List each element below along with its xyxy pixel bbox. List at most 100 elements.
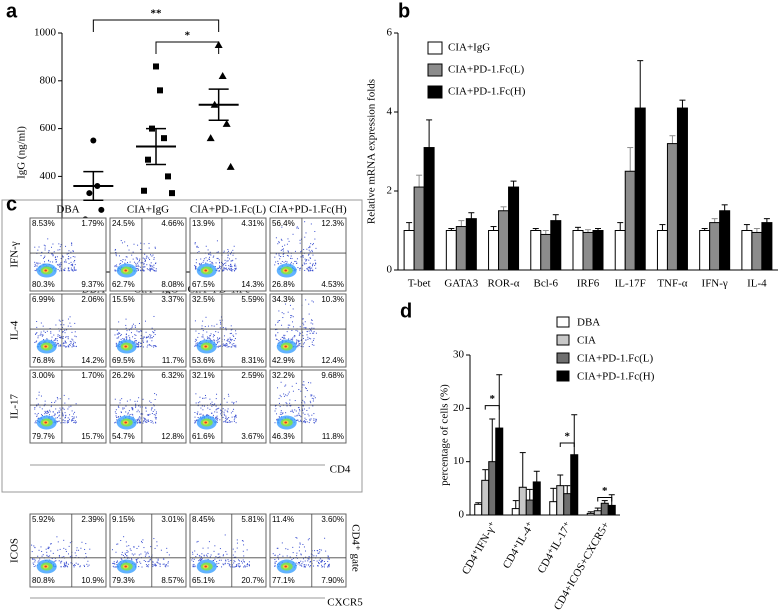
event-dot <box>196 412 198 414</box>
event-dot <box>87 565 89 567</box>
event-dot <box>277 260 279 262</box>
event-dot <box>219 262 221 264</box>
event-dot <box>116 560 118 562</box>
event-dot <box>41 334 43 336</box>
event-dot <box>299 326 301 328</box>
quadrant-label: 15.5% <box>112 295 135 304</box>
event-dot <box>146 565 148 567</box>
event-dot <box>304 263 306 265</box>
event-dot <box>147 269 149 271</box>
event-dot <box>208 541 210 543</box>
event-dot <box>124 552 126 554</box>
event-dot <box>149 270 151 272</box>
quadrant-label: 67.5% <box>192 280 215 289</box>
bar <box>413 186 425 271</box>
event-dot <box>297 341 299 343</box>
event-dot <box>72 345 74 347</box>
event-dot <box>60 409 62 411</box>
event-dot <box>289 556 291 558</box>
event-dot <box>214 403 216 405</box>
bar <box>488 461 497 516</box>
event-dot <box>125 333 127 335</box>
event-dot <box>62 413 64 415</box>
event-dot <box>68 418 70 420</box>
event-dot <box>121 261 123 263</box>
event-dot <box>302 331 304 333</box>
event-dot <box>280 338 282 340</box>
event-dot <box>230 253 232 255</box>
event-dot <box>294 409 296 411</box>
event-dot <box>152 331 154 333</box>
event-dot <box>194 550 196 552</box>
event-dot <box>139 406 141 408</box>
event-dot <box>42 325 44 327</box>
event-dot <box>211 405 213 407</box>
event-dot <box>297 267 299 269</box>
event-dot <box>127 551 129 553</box>
event-dot <box>155 414 157 416</box>
event-dot <box>142 422 144 424</box>
event-dot <box>64 269 66 271</box>
event-dot <box>246 549 248 551</box>
event-dot <box>73 422 75 424</box>
event-dot <box>146 346 148 348</box>
event-dot <box>66 253 68 255</box>
event-dot <box>142 539 144 541</box>
y-tick-label: 10 <box>453 455 465 467</box>
legend-label: CIA+PD-1.Fc(L) <box>448 64 525 76</box>
event-dot <box>44 403 46 405</box>
event-dot <box>224 344 226 346</box>
event-dot <box>133 546 135 548</box>
event-dot <box>279 553 281 555</box>
event-dot <box>136 330 138 332</box>
event-dot <box>221 263 223 265</box>
event-dot <box>59 249 61 251</box>
event-dot <box>288 391 290 393</box>
event-dot <box>55 259 57 261</box>
event-dot <box>305 259 307 261</box>
event-dot <box>134 326 136 328</box>
event-dot <box>220 409 222 411</box>
event-dot <box>217 417 219 419</box>
event-dot <box>299 332 301 334</box>
event-dot <box>244 566 246 568</box>
flow-plot <box>109 513 187 588</box>
bar <box>719 210 731 271</box>
event-dot <box>34 333 36 335</box>
row-label: ICOS <box>9 538 21 563</box>
event-dot <box>195 330 197 332</box>
event-dot <box>231 265 233 267</box>
event-dot <box>56 256 58 258</box>
event-dot <box>74 564 76 566</box>
event-dot <box>211 412 213 414</box>
event-dot <box>205 554 207 556</box>
event-dot <box>41 408 43 410</box>
bar <box>518 486 527 516</box>
event-dot <box>248 564 250 566</box>
event-dot <box>234 416 236 418</box>
event-dot <box>63 408 65 410</box>
event-dot <box>233 402 235 404</box>
significance-bracket <box>92 19 220 32</box>
event-dot <box>49 328 51 330</box>
event-dot <box>328 563 330 565</box>
event-dot <box>327 560 329 562</box>
event-dot <box>236 564 238 566</box>
event-dot <box>206 260 208 262</box>
event-dot <box>135 340 137 342</box>
event-dot <box>62 422 64 424</box>
event-dot <box>225 421 227 423</box>
density <box>44 421 48 424</box>
event-dot <box>55 259 57 261</box>
event-dot <box>159 563 161 565</box>
bar <box>445 230 457 271</box>
event-dot <box>148 414 150 416</box>
event-dot <box>215 405 217 407</box>
event-dot <box>220 266 222 268</box>
event-dot <box>128 249 130 251</box>
event-dot <box>68 255 70 257</box>
event-dot <box>225 264 227 266</box>
event-dot <box>290 255 292 257</box>
event-dot <box>197 416 199 418</box>
event-dot <box>65 415 67 417</box>
